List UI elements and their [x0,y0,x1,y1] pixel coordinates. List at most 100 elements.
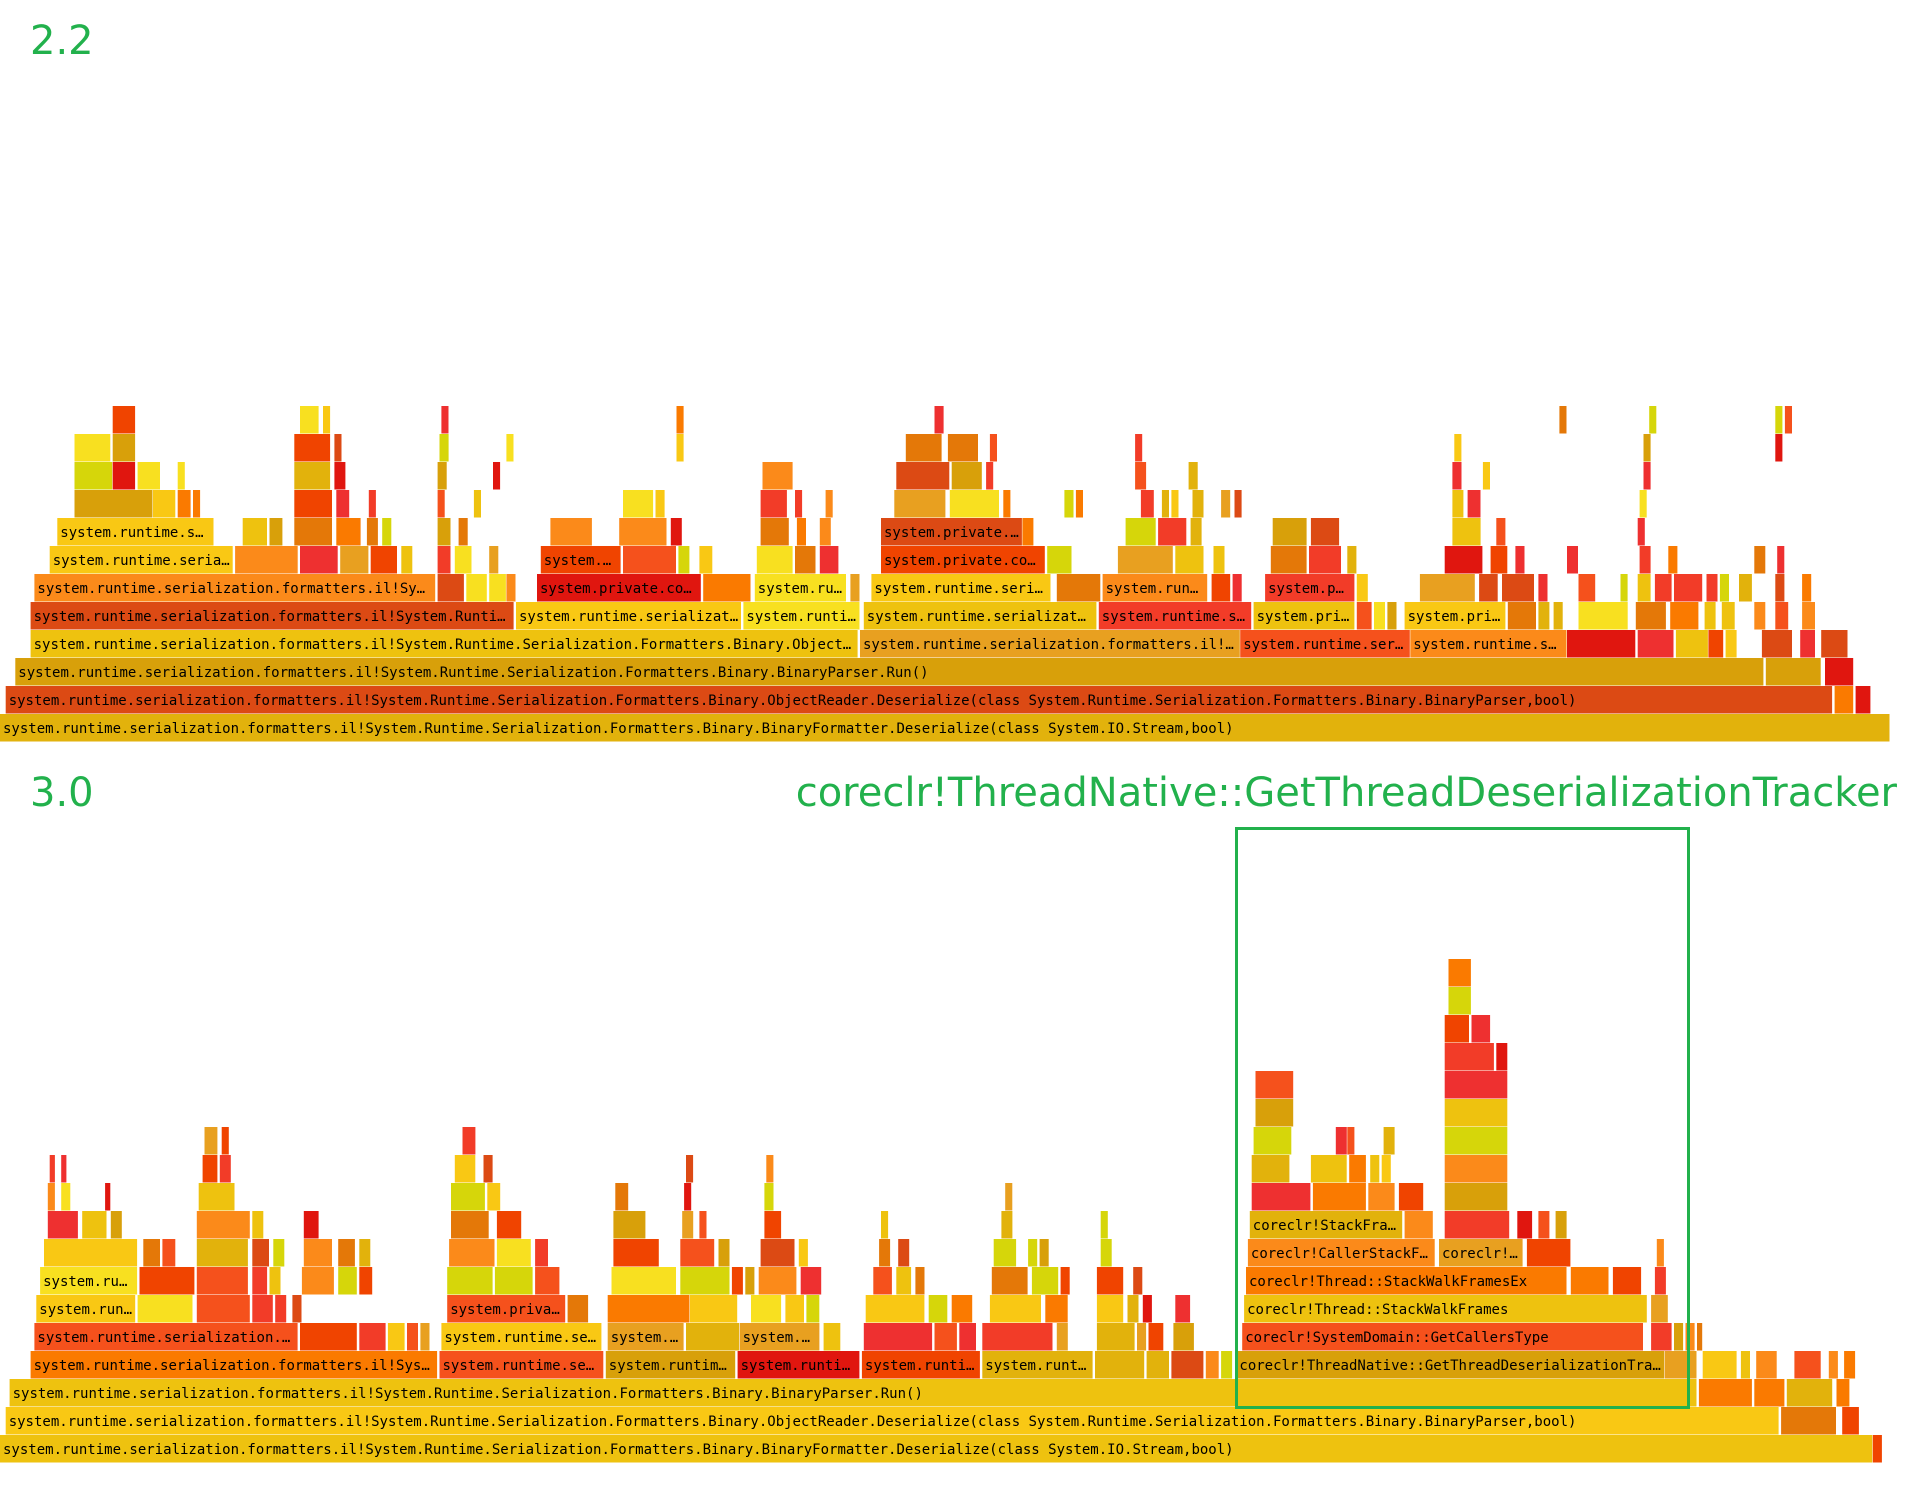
frame-rect[interactable] [462,1127,476,1155]
frame-rect[interactable] [447,1295,566,1323]
frame-rect[interactable] [196,1239,248,1267]
frame[interactable] [850,574,860,602]
frame[interactable] [896,1267,912,1295]
frame-rect[interactable] [294,462,331,490]
frame-rect[interactable] [819,546,839,574]
frame[interactable] [1685,1323,1695,1351]
frame[interactable] [1221,490,1231,518]
frame[interactable]: system.ru… [40,1267,138,1295]
frame-rect[interactable] [1828,1351,1838,1379]
frame-rect[interactable] [989,434,997,462]
frame-rect[interactable] [300,1323,357,1351]
frame[interactable] [1674,1323,1684,1351]
frame[interactable] [1255,1071,1294,1099]
frame-rect[interactable] [1526,1239,1571,1267]
frame-rect[interactable] [1190,518,1202,546]
frame[interactable] [1844,1351,1856,1379]
frame-rect[interactable] [1721,602,1735,630]
frame[interactable] [1347,546,1357,574]
frame-rect[interactable] [623,546,676,574]
frame[interactable] [751,1295,782,1323]
frame[interactable] [934,1323,957,1351]
frame-rect[interactable] [1570,1267,1609,1295]
frame-rect[interactable] [1567,546,1578,574]
frame[interactable] [74,490,153,518]
frame-rect[interactable] [1137,1323,1147,1351]
frame-rect[interactable] [204,1127,218,1155]
frame[interactable] [686,1323,739,1351]
frame[interactable] [762,462,793,490]
frame[interactable] [1637,630,1674,658]
frame-rect[interactable] [294,434,331,462]
frame-rect[interactable] [896,1267,912,1295]
frame-rect[interactable] [881,546,1045,574]
frame-rect[interactable] [252,1295,273,1323]
frame-rect[interactable] [1775,434,1783,462]
frame[interactable] [1668,546,1678,574]
frame[interactable] [1251,1183,1311,1211]
frame-rect[interactable] [49,546,233,574]
frame[interactable] [437,546,451,574]
frame-rect[interactable] [915,1267,925,1295]
frame-rect[interactable] [1754,546,1766,574]
frame[interactable] [1031,1267,1059,1295]
frame-rect[interactable] [1347,546,1357,574]
frame-rect[interactable] [1444,546,1483,574]
frame-rect[interactable] [613,1211,646,1239]
frame-rect[interactable] [798,1239,808,1267]
frame-rect[interactable] [1706,574,1718,602]
frame-rect[interactable] [1135,462,1147,490]
frame-rect[interactable] [112,434,136,462]
frame[interactable] [613,1239,659,1267]
frame-rect[interactable] [898,1239,910,1267]
frame-rect[interactable] [275,1295,287,1323]
frame-rect[interactable] [1232,574,1242,602]
frame[interactable] [1192,490,1204,518]
frame[interactable] [1349,1155,1366,1183]
frame-rect[interactable] [1872,1435,1882,1463]
frame-rect[interactable] [1175,1295,1191,1323]
frame-rect[interactable] [1656,1239,1664,1267]
frame-rect[interactable] [1005,1183,1013,1211]
frame-rect[interactable] [1161,490,1169,518]
frame[interactable] [1651,1323,1672,1351]
frame-rect[interactable] [1834,686,1854,714]
frame[interactable]: system.runtime.serialization.formatters.… [15,658,1764,686]
frame[interactable] [292,1295,302,1323]
frame[interactable] [49,1155,55,1183]
frame[interactable] [437,462,447,490]
frame[interactable] [607,1295,690,1323]
frame[interactable] [1309,546,1341,574]
frame[interactable]: system.runtime.s… [1410,630,1567,658]
frame-rect[interactable] [1047,546,1072,574]
frame[interactable]: system.runtime.serialization.formatters.… [5,686,1833,714]
frame-rect[interactable] [1740,1351,1750,1379]
frame[interactable] [105,1183,111,1211]
frame[interactable] [1444,1183,1508,1211]
frame-rect[interactable] [745,1267,755,1295]
frame[interactable] [796,518,806,546]
frame[interactable] [1047,546,1072,574]
frame[interactable] [1675,630,1708,658]
frame[interactable] [798,1239,808,1267]
frame[interactable] [1704,602,1716,630]
frame[interactable] [1190,518,1202,546]
frame-rect[interactable] [928,1295,948,1323]
frame-rect[interactable] [1236,1351,1664,1379]
frame-rect[interactable] [1444,1043,1494,1071]
frame-rect[interactable] [1612,1267,1642,1295]
frame-rect[interactable] [370,546,397,574]
frame-rect[interactable] [1158,518,1187,546]
frame[interactable]: system.p… [1265,574,1355,602]
frame[interactable]: system.runti… [737,1351,860,1379]
frame[interactable] [699,546,713,574]
frame-rect[interactable] [1452,518,1481,546]
frame-rect[interactable] [676,434,684,462]
frame[interactable] [655,490,665,518]
frame[interactable] [483,1155,493,1183]
frame-rect[interactable] [139,1267,195,1295]
frame-rect[interactable] [1444,1099,1508,1127]
frame[interactable]: system.private.co… [537,574,701,602]
frame[interactable] [1039,1239,1049,1267]
frame-rect[interactable] [1496,1043,1508,1071]
